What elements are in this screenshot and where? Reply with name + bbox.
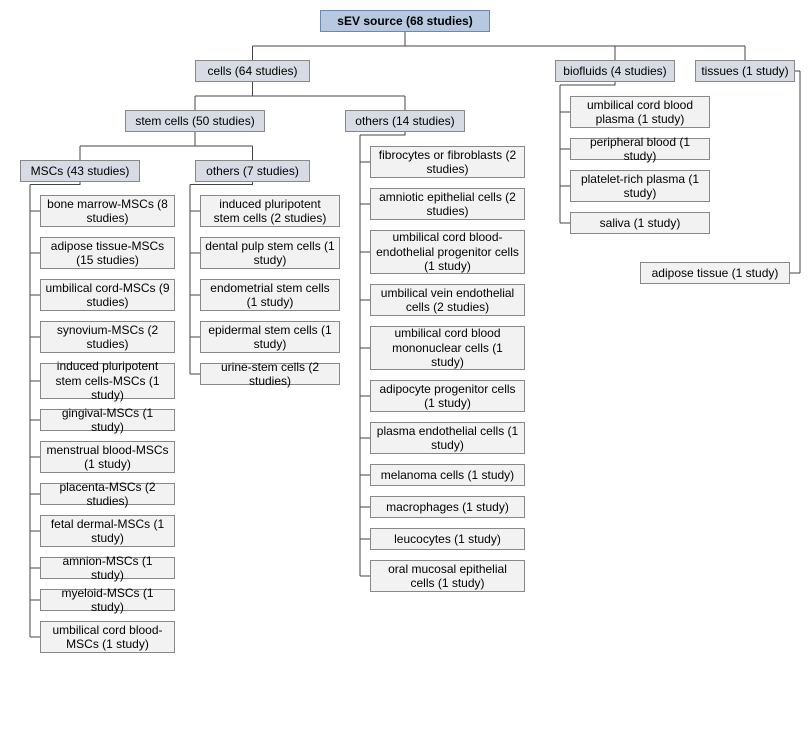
node-so5: urine-stem cells (2 studies) bbox=[200, 363, 340, 385]
node-m3: umbilical cord-MSCs (9 studies) bbox=[40, 279, 175, 311]
node-co9: macrophages (1 study) bbox=[370, 496, 525, 518]
node-co8: melanoma cells (1 study) bbox=[370, 464, 525, 486]
node-co1: fibrocytes or fibroblasts (2 studies) bbox=[370, 146, 525, 178]
node-so3: endometrial stem cells (1 study) bbox=[200, 279, 340, 311]
node-co6: adipocyte progenitor cells (1 study) bbox=[370, 380, 525, 412]
node-co4: umbilical vein endothelial cells (2 stud… bbox=[370, 284, 525, 316]
node-m10: amnion-MSCs (1 study) bbox=[40, 557, 175, 579]
hierarchy-diagram: sEV source (68 studies) cells (64 studies… bbox=[0, 0, 810, 734]
node-bf3: platelet-rich plasma (1 study) bbox=[570, 170, 710, 202]
node-co10: leucocytes (1 study) bbox=[370, 528, 525, 550]
node-co11: oral mucosal epithelial cells (1 study) bbox=[370, 560, 525, 592]
node-stem: stem cells (50 studies) bbox=[125, 110, 265, 132]
node-mscs: MSCs (43 studies) bbox=[20, 160, 140, 182]
node-bf1: umbilical cord blood plasma (1 study) bbox=[570, 96, 710, 128]
node-tissues: tissues (1 study) bbox=[695, 60, 795, 82]
node-cellothers: others (14 studies) bbox=[345, 110, 465, 132]
node-m5: induced pluripotent stem cells-MSCs (1 s… bbox=[40, 363, 175, 399]
node-t1: adipose tissue (1 study) bbox=[640, 262, 790, 284]
node-m1: bone marrow-MSCs (8 studies) bbox=[40, 195, 175, 227]
node-co3: umbilical cord blood-endothelial progeni… bbox=[370, 230, 525, 274]
node-bf2: peripheral blood (1 study) bbox=[570, 138, 710, 160]
node-m4: synovium-MSCs (2 studies) bbox=[40, 321, 175, 353]
node-m7: menstrual blood-MSCs (1 study) bbox=[40, 441, 175, 473]
node-m8: placenta-MSCs (2 studies) bbox=[40, 483, 175, 505]
node-m11: myeloid-MSCs (1 study) bbox=[40, 589, 175, 611]
node-so4: epidermal stem cells (1 study) bbox=[200, 321, 340, 353]
node-co2: amniotic epithelial cells (2 studies) bbox=[370, 188, 525, 220]
node-co7: plasma endothelial cells (1 study) bbox=[370, 422, 525, 454]
node-cells: cells (64 studies) bbox=[195, 60, 310, 82]
node-m2: adipose tissue-MSCs (15 studies) bbox=[40, 237, 175, 269]
node-biofluids: biofluids (4 studies) bbox=[555, 60, 675, 82]
node-so1: induced pluripotent stem cells (2 studie… bbox=[200, 195, 340, 227]
node-so2: dental pulp stem cells (1 study) bbox=[200, 237, 340, 269]
node-bf4: saliva (1 study) bbox=[570, 212, 710, 234]
node-root: sEV source (68 studies) bbox=[320, 10, 490, 32]
node-m12: umbilical cord blood-MSCs (1 study) bbox=[40, 621, 175, 653]
node-stemothers: others (7 studies) bbox=[195, 160, 310, 182]
node-m9: fetal dermal-MSCs (1 study) bbox=[40, 515, 175, 547]
node-m6: gingival-MSCs (1 study) bbox=[40, 409, 175, 431]
node-co5: umbilical cord blood mononuclear cells (… bbox=[370, 326, 525, 370]
